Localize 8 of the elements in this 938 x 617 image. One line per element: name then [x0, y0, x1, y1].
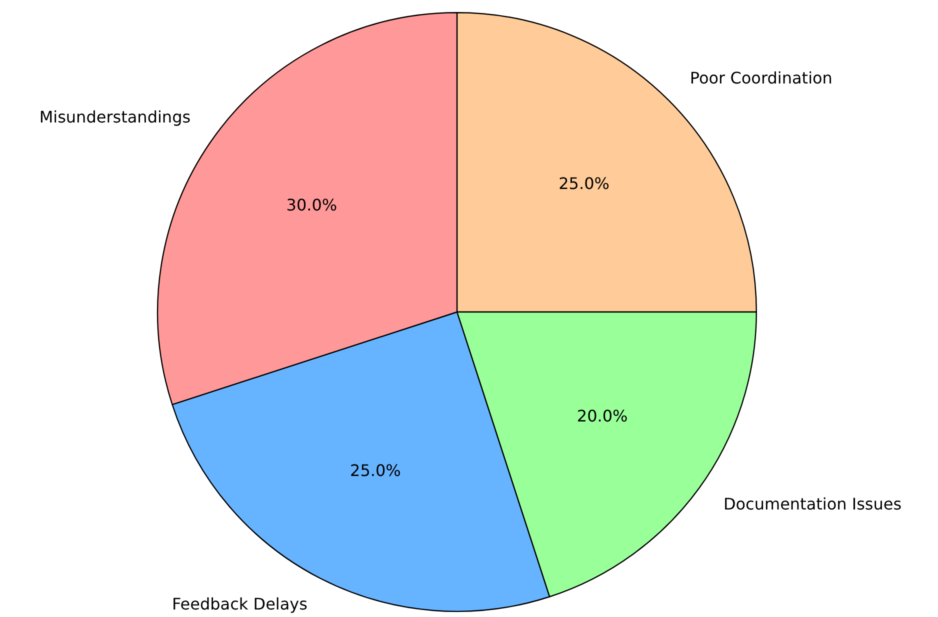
data-label: 25.0%	[350, 461, 401, 480]
data-label: 25.0%	[558, 174, 610, 194]
slice-label: Feedback Delays	[172, 594, 308, 614]
slice-label: Poor Coordination	[690, 68, 832, 88]
data-label: 20.0%	[576, 406, 628, 426]
data-label: 30.0%	[286, 196, 338, 215]
slice-label: Documentation Issues	[723, 494, 902, 514]
slice-label: Misunderstandings	[39, 108, 191, 127]
